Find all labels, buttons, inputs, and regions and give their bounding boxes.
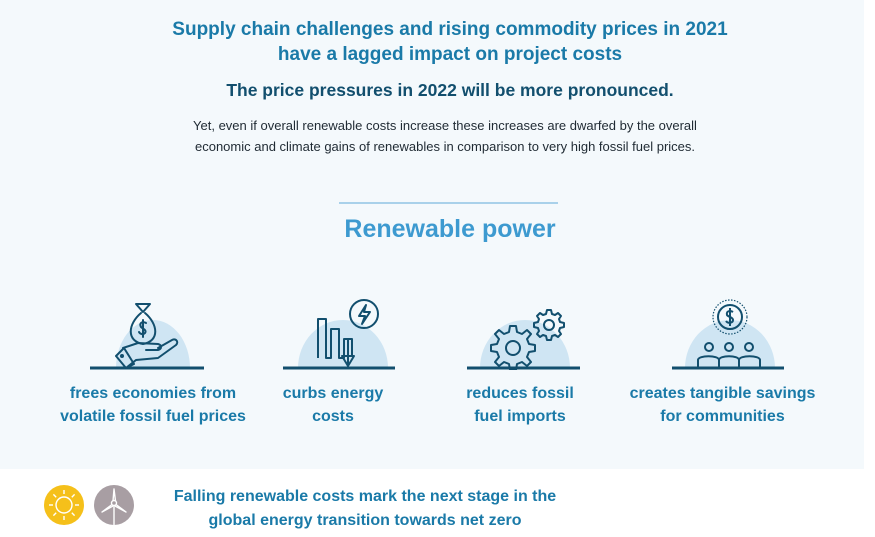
benefit-curbs-energy: curbs energy costs bbox=[268, 296, 398, 428]
body-paragraph: Yet, even if overall renewable costs inc… bbox=[0, 115, 875, 157]
footer-icons bbox=[44, 485, 136, 532]
footer-message: Falling renewable costs mark the next st… bbox=[140, 485, 590, 533]
benefit-community-savings: creates tangible savings for communities bbox=[620, 296, 825, 428]
footer-line-2: global energy transition towards net zer… bbox=[208, 512, 522, 529]
community-savings-icon bbox=[658, 296, 788, 370]
section-title: Renewable power bbox=[344, 215, 556, 243]
gears-icon bbox=[455, 296, 585, 370]
benefit-label: frees economies from volatile fossil fue… bbox=[60, 385, 246, 425]
benefit-label: curbs energy costs bbox=[282, 385, 384, 425]
section-divider bbox=[339, 202, 558, 204]
content-panel bbox=[0, 0, 864, 469]
benefit-frees-economies: frees economies from volatile fossil fue… bbox=[53, 296, 253, 428]
benefit-reduces-imports: reduces fossil fuel imports bbox=[455, 296, 585, 428]
body-line-1: Yet, even if overall renewable costs inc… bbox=[193, 118, 697, 133]
benefit-label: creates tangible savings for communities bbox=[629, 385, 816, 425]
subheadline: The price pressures in 2022 will be more… bbox=[226, 80, 674, 100]
wind-turbine-icon bbox=[94, 485, 134, 525]
headline-line-1: Supply chain challenges and rising commo… bbox=[172, 19, 728, 40]
headline: Supply chain challenges and rising commo… bbox=[0, 17, 875, 67]
benefit-label: reduces fossil fuel imports bbox=[466, 385, 574, 425]
sun-icon bbox=[44, 485, 84, 525]
headline-line-2: have a lagged impact on project costs bbox=[277, 44, 623, 65]
footer-line-1: Falling renewable costs mark the next st… bbox=[173, 488, 557, 505]
body-line-2: economic and climate gains of renewables… bbox=[194, 139, 696, 154]
money-bag-hand-icon bbox=[88, 296, 218, 370]
declining-bars-energy-icon bbox=[268, 296, 398, 370]
